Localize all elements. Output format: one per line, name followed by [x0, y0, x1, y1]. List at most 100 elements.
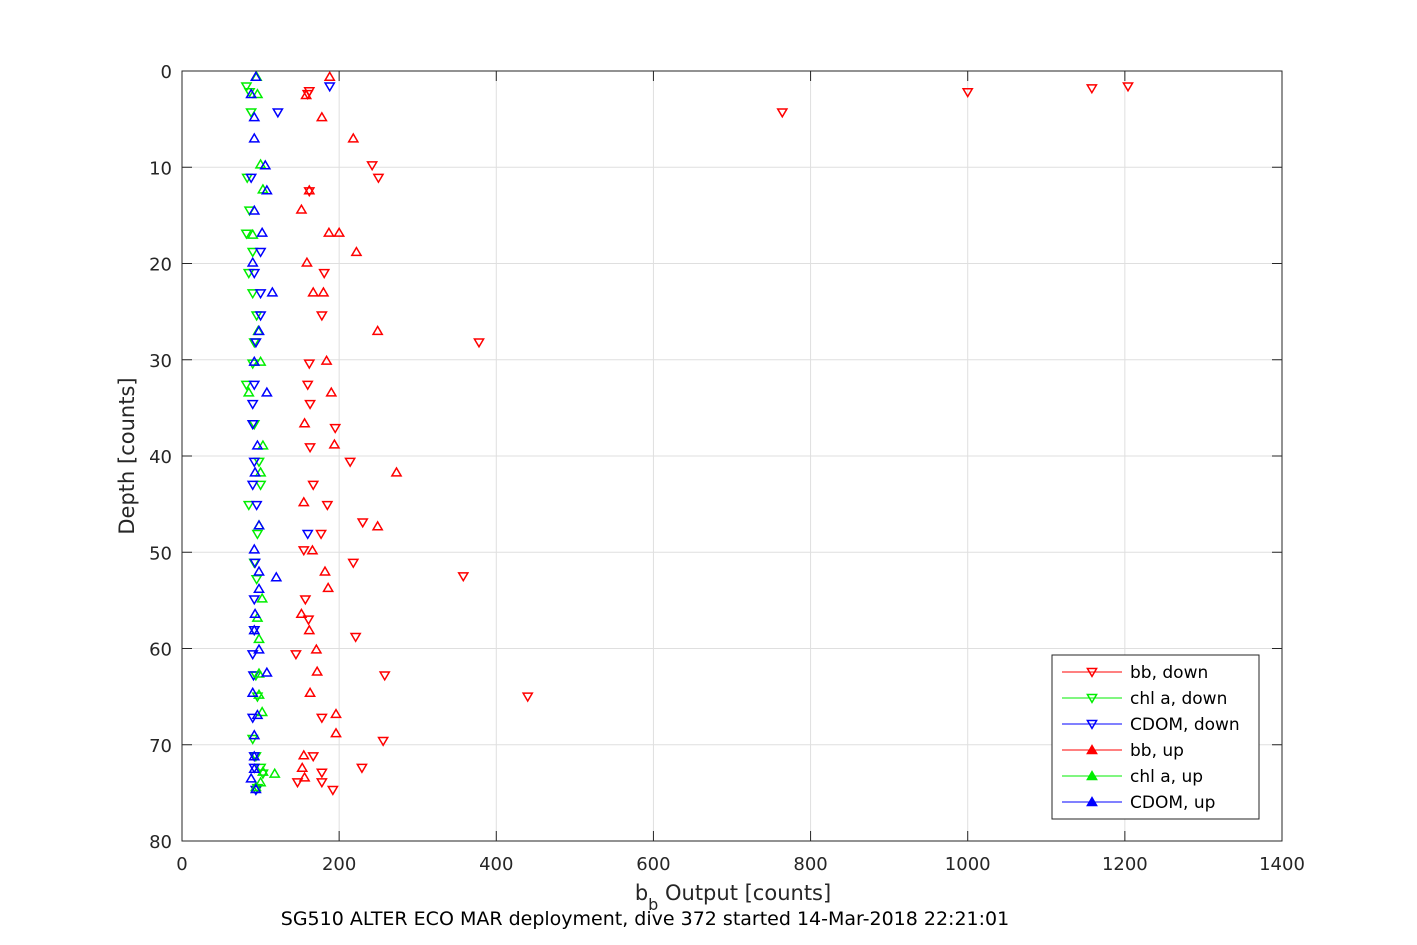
data-point-down-marker: [356, 518, 369, 529]
data-point-down-marker: [242, 500, 255, 511]
data-point-down-marker: [307, 752, 320, 763]
data-point-up-marker: [249, 783, 262, 794]
data-point-up-marker: [350, 246, 363, 257]
data-point-up-marker: [254, 776, 267, 787]
data-point-up-marker: [248, 750, 261, 761]
y-tick-label: 40: [149, 447, 172, 468]
y-tick-label: 30: [149, 351, 172, 372]
data-point-up-marker: [298, 771, 311, 782]
data-point-down-marker: [291, 778, 304, 789]
x-tick-label: 1200: [1102, 854, 1148, 875]
x-tick-label: 400: [479, 854, 513, 875]
data-point-up-marker: [328, 438, 341, 449]
data-point-down-marker: [776, 108, 789, 119]
data-point-up-marker: [249, 608, 261, 619]
data-point-up-marker: [297, 749, 310, 760]
data-point-down-marker: [246, 289, 259, 300]
data-point-down-marker: [304, 443, 316, 454]
data-point-down-marker: [248, 595, 261, 606]
data-point-up-marker: [390, 466, 403, 477]
legend-label: chl a, up: [1130, 767, 1203, 787]
data-point-up-marker: [260, 386, 273, 397]
x-tick-label: 1000: [945, 854, 991, 875]
legend-marker: [1086, 693, 1098, 704]
x-axis-label-main: b: [635, 881, 648, 905]
data-point-down-marker: [521, 692, 534, 703]
data-point-down-marker: [271, 108, 284, 119]
data-point-up-marker: [253, 633, 265, 644]
x-tick-label: 800: [793, 854, 827, 875]
x-tick-label: 200: [322, 854, 356, 875]
data-point-up-marker: [330, 727, 342, 738]
data-point-up-marker: [371, 520, 384, 531]
series-5: [245, 70, 283, 794]
data-point-up-marker: [325, 386, 338, 397]
data-point-up-marker: [270, 571, 283, 582]
data-point-down-marker: [248, 457, 261, 468]
x-tick-label: 600: [636, 854, 670, 875]
legend: bb, down chl a, down CDOM, down bb, up chl a…: [1051, 654, 1260, 820]
series-0: [290, 82, 1134, 796]
data-point-up-marker: [253, 643, 265, 654]
data-point-down-marker: [315, 713, 328, 724]
data-point-down-marker: [257, 769, 269, 780]
y-tick-label: 60: [149, 640, 172, 661]
data-point-up-marker: [256, 592, 269, 603]
data-point-down-marker: [299, 595, 312, 606]
data-point-down-marker: [372, 173, 385, 184]
legend-marker: [1086, 770, 1098, 781]
legend-marker: [1086, 667, 1098, 678]
y-tick-label: 50: [149, 543, 172, 564]
data-point-down-marker: [246, 399, 259, 410]
data-point-up-marker: [315, 111, 328, 122]
data-point-down-marker: [250, 500, 263, 511]
x-tick-label: 1400: [1259, 854, 1305, 875]
data-point-up-marker: [266, 286, 279, 297]
y-tick-label: 80: [149, 832, 172, 853]
x-axis-label-subscript: b: [648, 895, 658, 914]
data-point-up-marker: [251, 439, 264, 450]
data-point-down-marker: [304, 399, 316, 410]
data-point-down-marker: [301, 529, 314, 540]
x-tick-label: 0: [176, 854, 187, 875]
data-point-down-marker: [347, 558, 360, 569]
legend-marker: [1086, 744, 1098, 755]
data-point-up-marker: [254, 466, 267, 477]
legend-label: CDOM, down: [1130, 715, 1240, 735]
data-point-down-marker: [961, 87, 974, 99]
data-point-down-marker: [307, 480, 320, 491]
data-point-down-marker: [1085, 84, 1098, 95]
data-point-up-marker: [248, 111, 261, 122]
data-point-up-marker: [307, 286, 320, 297]
legend-label: chl a, down: [1130, 689, 1227, 709]
data-point-up-marker: [249, 466, 261, 477]
data-point-up-marker: [248, 355, 261, 366]
data-point-down-marker: [254, 311, 267, 322]
data-point-down-marker: [240, 82, 253, 93]
data-point-down-marker: [301, 380, 314, 391]
data-point-down-marker: [321, 500, 334, 511]
grid: [182, 71, 1282, 841]
data-point-down-marker: [473, 338, 485, 349]
data-point-down-marker: [290, 650, 302, 661]
legend-box: [1051, 654, 1260, 820]
data-point-up-marker: [323, 70, 336, 81]
data-point-up-marker: [260, 184, 273, 195]
data-point-down-marker: [303, 359, 316, 370]
data-point-down-marker: [249, 338, 262, 349]
data-point-up-marker: [295, 608, 308, 619]
data-point-up-marker: [306, 544, 319, 555]
axis-ticks: 0 200 400 600 800 1000 1200 1400 0 10 20 30 40 50 60 70…: [149, 62, 1305, 875]
data-point-down-marker: [329, 423, 342, 434]
data-point-up-marker: [248, 543, 261, 554]
data-point-down-marker: [303, 187, 316, 198]
series-3: [295, 70, 403, 782]
y-axis-label: Depth [counts]: [115, 377, 139, 534]
data-point-down-marker: [344, 457, 357, 468]
data-point-up-marker: [248, 624, 261, 635]
data-point-down-marker: [1122, 82, 1134, 93]
data-point-up-marker: [246, 228, 259, 239]
data-point-down-marker: [248, 268, 261, 279]
data-point-down-marker: [356, 763, 368, 774]
